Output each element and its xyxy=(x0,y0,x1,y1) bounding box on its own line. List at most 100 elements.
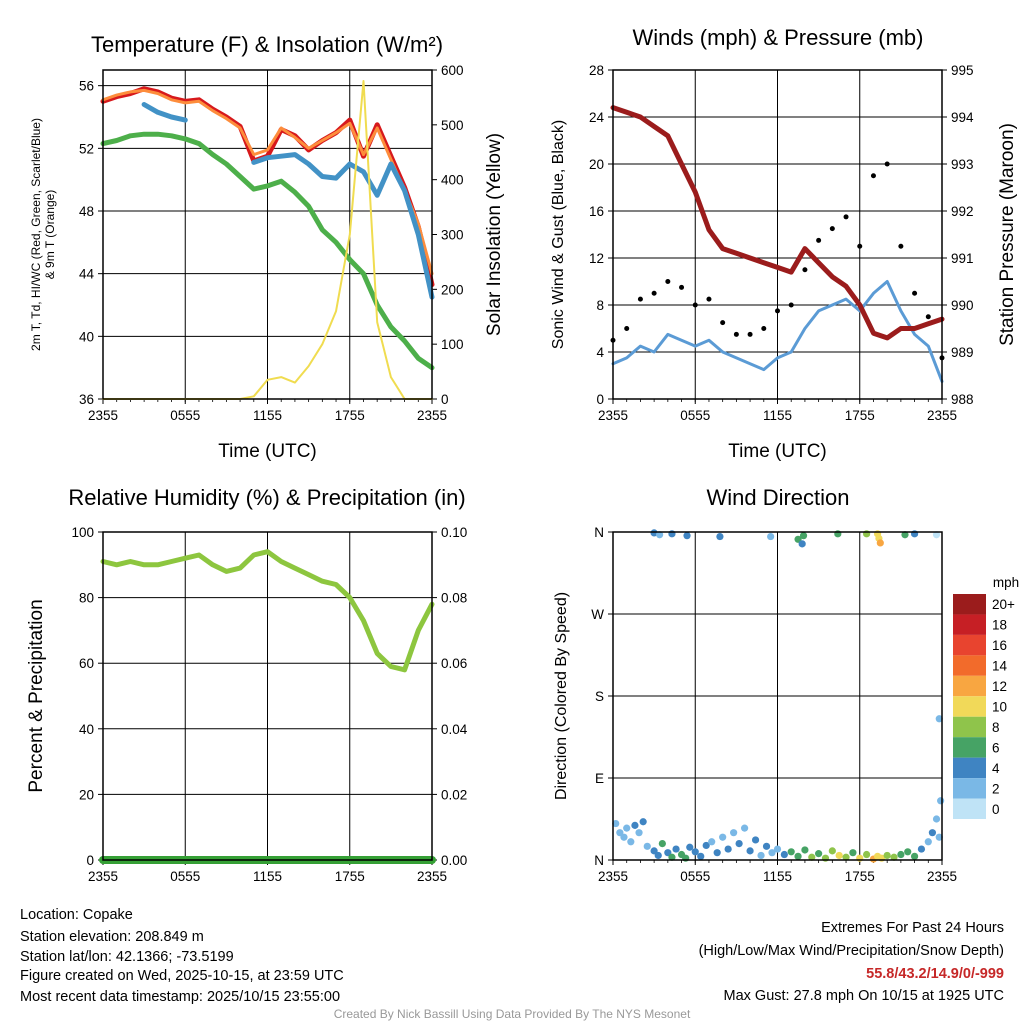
p2-gust-point xyxy=(912,290,918,296)
p1-ytick-right-label: 400 xyxy=(441,173,464,188)
p2-ytick-label: 16 xyxy=(589,204,604,219)
p2-frame xyxy=(612,69,943,400)
p2-ytick-label: 20 xyxy=(589,157,604,172)
p4-direction-point xyxy=(935,833,943,841)
p4-direction-point xyxy=(635,829,643,837)
p4-direction-point xyxy=(815,850,823,858)
p1-ytick-right-label: 300 xyxy=(441,228,464,243)
p4-frame xyxy=(612,531,943,861)
colorbar-swatch xyxy=(953,696,986,717)
p4-direction-point xyxy=(623,824,631,832)
p4-direction-point xyxy=(808,853,816,861)
p4-direction-point xyxy=(937,797,945,805)
p1-title: Temperature (F) & Insolation (W/m²) xyxy=(91,32,443,57)
p3-xtick-label: 2355 xyxy=(88,869,118,884)
p4-direction-point xyxy=(620,833,628,841)
colorbar-label: 14 xyxy=(992,659,1008,674)
p2-gust-point xyxy=(733,331,739,337)
p3-xtick-label: 0555 xyxy=(170,869,200,884)
p1-ytick-right-label: 100 xyxy=(441,337,464,352)
colorbar-swatch xyxy=(953,778,986,799)
p4-direction-point xyxy=(741,824,749,832)
colorbar-label: 18 xyxy=(992,618,1007,633)
p4-direction-point xyxy=(780,850,788,859)
p4-xtick-label: 1755 xyxy=(845,869,875,884)
p4-direction-point xyxy=(767,532,775,541)
p4-direction-point xyxy=(724,845,732,853)
colorbar-swatch xyxy=(953,675,986,697)
footer-elevation: Station elevation: 208.849 m xyxy=(20,929,204,945)
p4-direction-point xyxy=(835,851,843,860)
p2-ytick-right-label: 993 xyxy=(951,157,974,172)
p4-ytick-label: W xyxy=(591,607,604,622)
p4-direction-point xyxy=(787,848,795,856)
p3-ytick-label: 100 xyxy=(71,525,94,540)
p4-direction-point xyxy=(904,848,912,856)
p4-direction-point xyxy=(932,815,941,823)
colorbar-label: 8 xyxy=(992,720,1000,735)
p4-direction-point xyxy=(612,819,620,828)
p1-ytick-label: 36 xyxy=(79,392,94,407)
footer-recent: Most recent data timestamp: 2025/10/15 2… xyxy=(20,989,341,1005)
p1-series-9m-t xyxy=(101,88,434,276)
p2-ytick-label: 24 xyxy=(589,110,605,125)
p4-direction-point xyxy=(719,833,727,841)
p4-direction-point xyxy=(683,532,691,540)
p2-ytick-right-label: 988 xyxy=(951,392,974,407)
p2-xtick-label: 2355 xyxy=(927,408,957,423)
p4-ytick-label: N xyxy=(594,853,604,868)
p2-ytick-right-label: 995 xyxy=(951,63,974,78)
p4-direction-point xyxy=(757,851,765,860)
p4-direction-point xyxy=(631,821,639,829)
credit-line: Created By Nick Bassill Using Data Provi… xyxy=(333,1007,691,1021)
p2-gust-point xyxy=(898,243,904,249)
p1-ylabel-right: Solar Insolation (Yellow) xyxy=(484,133,505,336)
p2-series-sonic-wind xyxy=(611,280,944,383)
p2-gust-point xyxy=(651,290,657,296)
p4-direction-point xyxy=(639,818,647,826)
p4-xtick-label: 0555 xyxy=(680,869,710,884)
p4-ytick-label: S xyxy=(595,689,604,704)
p4-direction-point xyxy=(910,852,919,860)
p2-gust-point xyxy=(747,331,753,337)
p1-ytick-right-label: 500 xyxy=(441,118,464,133)
p3-ytick-right-label: 0.02 xyxy=(441,787,467,802)
p2-title: Winds (mph) & Pressure (mb) xyxy=(633,25,924,50)
p2-ytick-right-label: 989 xyxy=(951,345,974,360)
p4-direction-point xyxy=(730,829,738,837)
p2-gust-point xyxy=(843,214,849,220)
p2-ytick-right-label: 991 xyxy=(951,251,974,266)
p1-ytick-label: 44 xyxy=(79,267,95,282)
p1-series-hi-wc xyxy=(141,102,435,300)
p1-xtick-label: 2355 xyxy=(417,408,447,423)
p4-direction-point xyxy=(656,531,664,539)
p1-ytick-label: 56 xyxy=(79,79,94,94)
p4-direction-point xyxy=(713,849,721,857)
p2-gust-point xyxy=(624,326,630,331)
p3-series-relative-humidity xyxy=(100,549,435,673)
extremes-title: Extremes For Past 24 Hours xyxy=(821,920,1004,936)
p4-direction-point xyxy=(917,845,926,853)
p4-direction-point xyxy=(654,851,662,860)
p4-direction-point xyxy=(768,849,776,857)
footer-location: Location: Copake xyxy=(20,907,133,923)
p2-gust-point xyxy=(775,308,780,314)
colorbar-swatch xyxy=(953,655,986,676)
p3-ytick-label: 40 xyxy=(79,722,94,737)
extremes-values: 55.8/43.2/14.9/0/-999 xyxy=(866,966,1004,982)
p4-direction-point xyxy=(798,540,806,548)
p1-ytick-right-label: 0 xyxy=(441,392,449,407)
p4-direction-point xyxy=(794,852,802,860)
p2-gust-point xyxy=(637,296,643,302)
p4-direction-point xyxy=(762,842,771,850)
p4-direction-point xyxy=(627,838,635,846)
p4-direction-point xyxy=(799,532,808,540)
colorbar-label: 6 xyxy=(992,740,1000,755)
p4-direction-point xyxy=(746,847,754,855)
colorbar-label: 16 xyxy=(992,638,1007,653)
p4-direction-point xyxy=(773,845,782,853)
p3-ytick-label: 60 xyxy=(79,656,94,671)
p2-xtick-label: 1155 xyxy=(763,408,792,423)
p4-direction-point xyxy=(863,850,871,859)
colorbar-swatch xyxy=(953,614,986,635)
